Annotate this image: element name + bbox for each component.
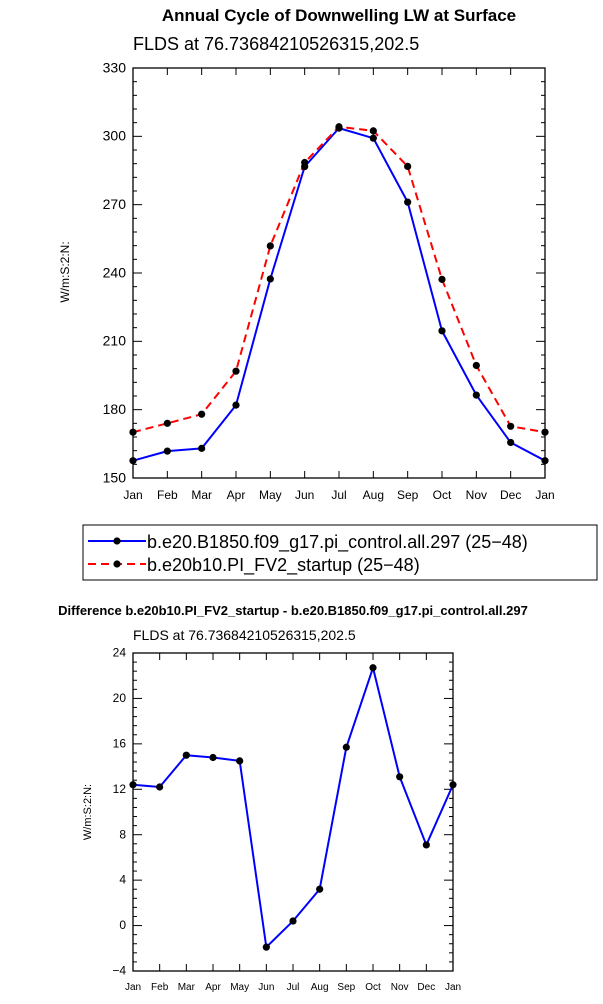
x-tick-label: Oct [433, 488, 452, 502]
legend-box [82, 524, 598, 581]
y-tick-label: 24 [113, 646, 127, 660]
x-tick-label: Nov [466, 488, 487, 502]
series-1-point [232, 367, 240, 375]
chart1-ticks: Jan Feb Mar Apr May Jun Jul Aug Sep Oct Nov Dec Jan 1… [103, 59, 555, 502]
series-0-point [472, 391, 480, 399]
series-0-point [232, 401, 240, 409]
y-tick-label: 210 [103, 333, 127, 349]
series-1-point [198, 410, 206, 418]
series-0-point [182, 751, 190, 759]
chart2-ylabel: W/m:S:2:N: [82, 784, 94, 840]
series-0-point [342, 743, 350, 751]
chart1-title: Annual Cycle of Downwelling LW at Surfac… [162, 6, 516, 25]
x-tick-label: Mar [178, 982, 196, 993]
y-tick-label: 300 [103, 128, 127, 144]
series-0-point [156, 783, 164, 791]
x-tick-label: Apr [205, 982, 221, 993]
series-1-point [472, 361, 480, 370]
series-1-point [335, 123, 343, 131]
series-1-point [404, 162, 412, 170]
series-0-point [316, 885, 324, 893]
x-tick-label: Dec [500, 488, 521, 502]
x-tick-label: Mar [191, 488, 212, 502]
y-tick-label: 16 [113, 736, 127, 750]
x-tick-label: Sep [397, 488, 419, 502]
chart2-ticks: Jan Feb Mar Apr May Jun Jul Aug Sep Oct Nov Dec Jan −… [112, 646, 461, 993]
x-tick-label: Aug [363, 488, 384, 502]
series-line-0 [132, 666, 454, 949]
series-1-point [507, 422, 515, 430]
series-0-point [396, 773, 404, 781]
series-1-point [541, 428, 549, 436]
chart2-series [129, 664, 457, 951]
chart1-series [129, 123, 549, 465]
x-tick-label: Feb [151, 982, 169, 993]
chart2-subtitle: FLDS at 76.73684210526315,202.5 [133, 627, 356, 643]
y-tick-label: 180 [103, 401, 127, 417]
series-1-point [129, 428, 137, 436]
y-tick-label: 330 [103, 59, 127, 75]
y-tick-label: 12 [113, 782, 127, 796]
y-tick-label: 4 [119, 873, 126, 887]
series-line-1 [132, 125, 546, 434]
x-tick-label: Dec [417, 982, 435, 993]
x-tick-label: Jun [295, 488, 314, 502]
series-0-point [369, 134, 377, 142]
series-0-point [163, 447, 171, 455]
series-0-point [438, 327, 446, 335]
series-0-point [198, 444, 206, 452]
series-0-point [289, 917, 297, 925]
series-0-point [422, 841, 430, 849]
legend-label-control: b.e20.B1850.f09_g17.pi_control.all.297 (… [147, 532, 528, 553]
series-1-point [369, 127, 377, 135]
x-tick-label: Apr [227, 488, 246, 502]
x-tick-label: Jan [535, 488, 554, 502]
chart1-ylabel: W/m:S:2:N: [58, 241, 72, 302]
series-0-point [262, 943, 270, 951]
y-tick-label: 0 [119, 918, 126, 932]
series-line-0 [132, 127, 546, 462]
x-tick-label: Jul [287, 982, 300, 993]
legend-marker-startup [113, 560, 121, 568]
x-tick-label: Jun [258, 982, 274, 993]
series-0-point [129, 781, 137, 789]
x-tick-label: May [230, 982, 249, 993]
y-tick-label: 8 [119, 827, 126, 841]
series-1-point [163, 419, 171, 427]
chart1-subtitle: FLDS at 76.73684210526315,202.5 [133, 34, 419, 54]
x-tick-label: Feb [157, 488, 178, 502]
y-tick-label: 150 [103, 469, 127, 485]
legend-label-startup: b.e20b10.PI_FV2_startup (25−48) [147, 555, 420, 576]
y-tick-label: 240 [103, 264, 127, 280]
x-tick-label: Aug [311, 982, 329, 993]
chart2-title: Difference b.e20b10.PI_FV2_startup - b.e… [58, 603, 528, 618]
x-tick-label: Sep [337, 982, 355, 993]
series-1-point [301, 158, 309, 167]
series-0-point [541, 457, 549, 465]
y-tick-label: 270 [103, 196, 127, 212]
y-tick-label: 20 [113, 691, 127, 705]
y-tick-label: −4 [112, 964, 126, 978]
x-tick-label: Jan [123, 488, 142, 502]
x-tick-label: May [259, 488, 282, 502]
series-0-point [507, 438, 515, 447]
series-0-point [449, 781, 457, 789]
series-0-point [129, 457, 137, 465]
x-tick-label: Jul [331, 488, 346, 502]
legend-marker-control [113, 537, 121, 545]
series-0-point [236, 757, 244, 765]
series-0-point [209, 753, 217, 762]
series-0-point [266, 275, 274, 283]
series-0-point [404, 198, 412, 206]
series-0-point [369, 664, 377, 672]
x-tick-label: Oct [365, 982, 381, 993]
x-tick-label: Nov [391, 982, 409, 993]
series-1-point [438, 275, 446, 283]
x-tick-label: Jan [125, 982, 141, 993]
series-1-point [266, 242, 274, 250]
x-tick-label: Jan [445, 982, 461, 993]
